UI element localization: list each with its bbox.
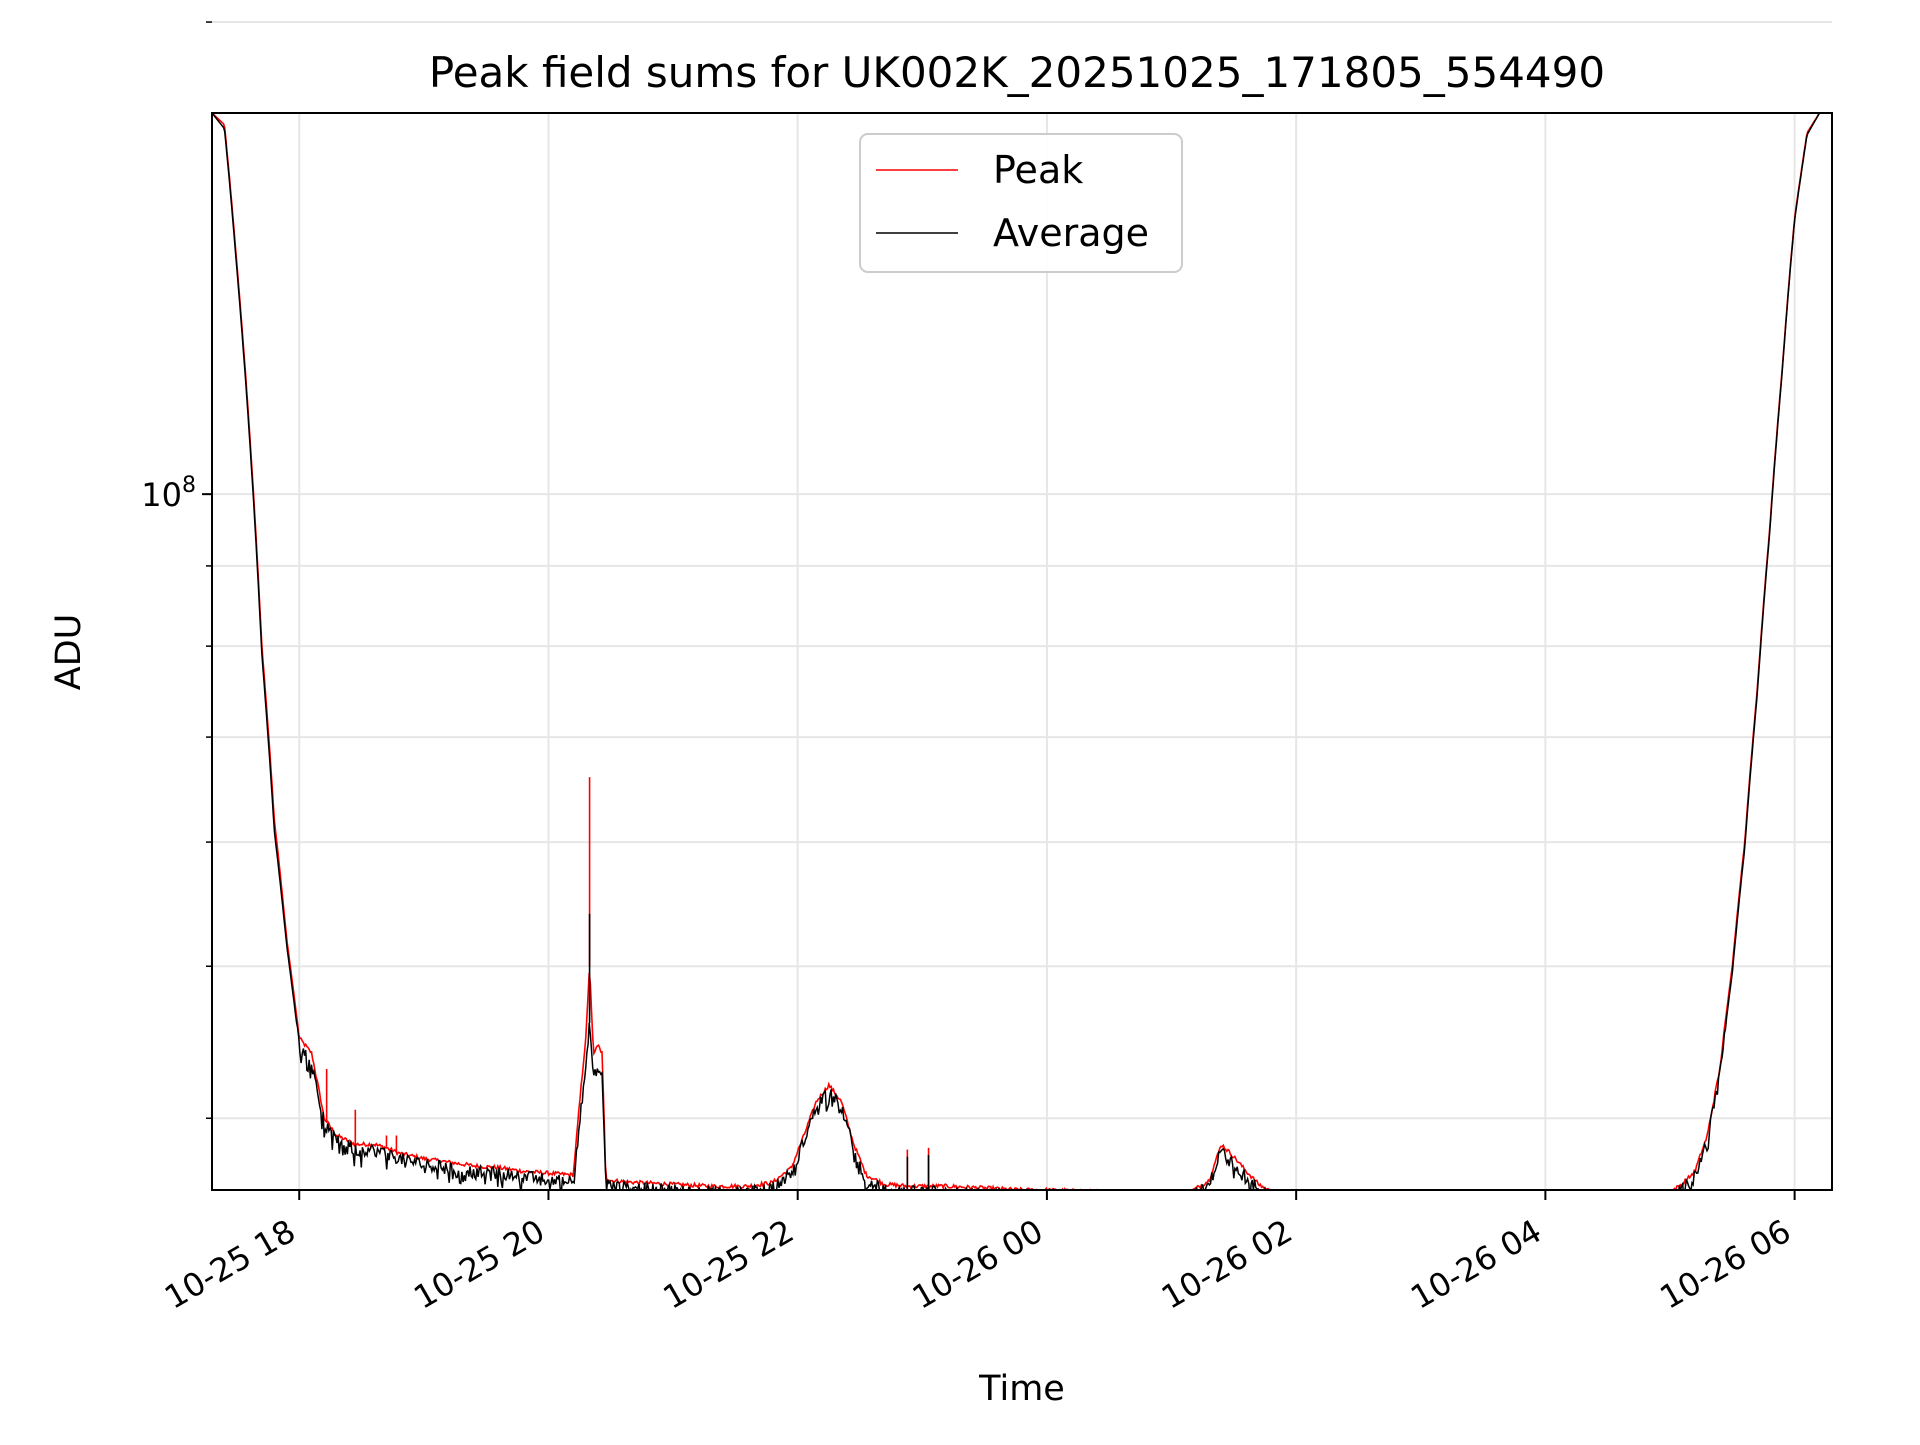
y-axis-ticks: 108 bbox=[141, 21, 212, 1119]
chart-title: Peak field sums for UK002K_20251025_1718… bbox=[429, 48, 1605, 97]
plot-area-frame bbox=[211, 112, 1833, 1191]
x-axis-label: Time bbox=[978, 1369, 1065, 1409]
grid-lines bbox=[212, 21, 1832, 1190]
legend-box bbox=[859, 133, 1183, 273]
legend-label-average: Average bbox=[993, 211, 1149, 255]
y-tick-label-exponent: 8 bbox=[182, 473, 196, 498]
series-line-average bbox=[212, 113, 1832, 1190]
y-tick-label-base: 10 bbox=[141, 476, 182, 514]
legend-label-peak: Peak bbox=[993, 148, 1083, 192]
legend: Peak Average bbox=[859, 133, 1183, 273]
y-axis-label: ADU bbox=[49, 614, 89, 691]
y-tick-label-major: 108 bbox=[141, 473, 196, 514]
